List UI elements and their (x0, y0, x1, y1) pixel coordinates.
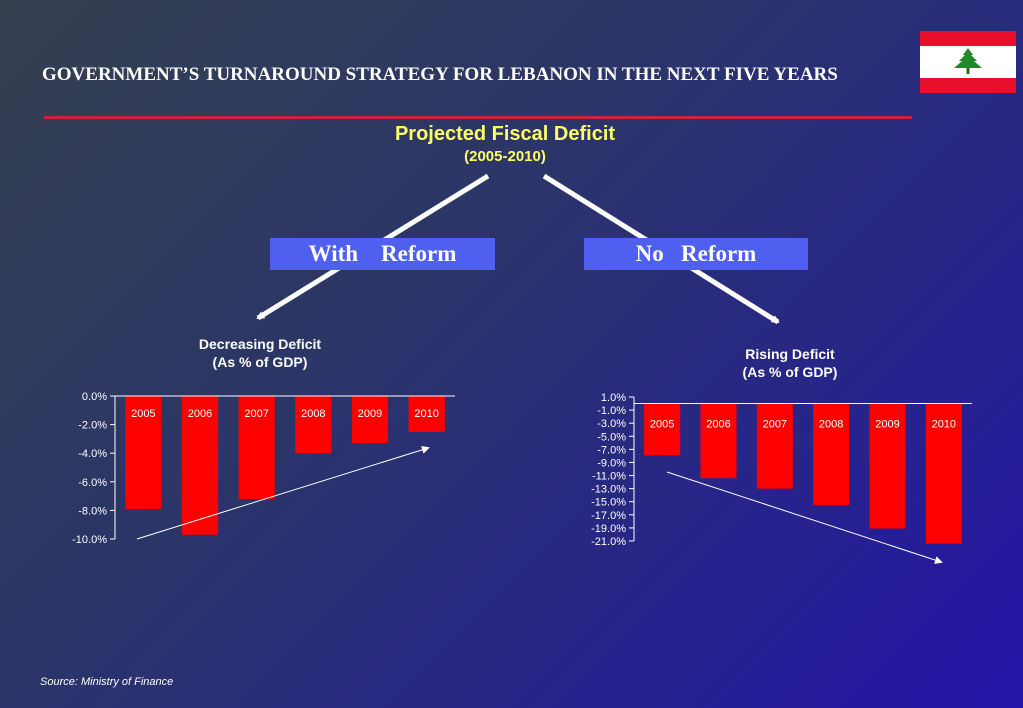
left-chart-title: Decreasing Deficit (198, 336, 322, 352)
title-underline (44, 116, 912, 119)
left-trend-arrow (136, 445, 430, 540)
left-chart-subtitle: (As % of GDP) (212, 354, 308, 370)
right-bar-2005 (644, 403, 681, 456)
left-bar-2010 (408, 396, 445, 432)
projection-subtitle: (2005-2010) (464, 148, 546, 165)
right-y-tick-label: -3.0% (597, 418, 626, 430)
right-category-label: 2010 (932, 419, 956, 431)
right-bar-2007 (756, 403, 793, 489)
slide-title: GOVERNMENT’S TURNAROUND STRATEGY FOR LEB… (42, 64, 838, 85)
left-y-tick-label: -10.0% (72, 534, 107, 546)
left-category-label: 2009 (358, 408, 382, 420)
right-category-label: 2009 (875, 419, 899, 431)
right-y-tick-label: -17.0% (591, 510, 626, 522)
left-category-label: 2005 (131, 408, 155, 420)
right-category-label: 2005 (650, 419, 674, 431)
left-chart-title-block: Decreasing Deficit (As % of GDP) (160, 335, 360, 371)
right-y-tick-label: -7.0% (597, 444, 626, 456)
right-y-tick-label: 1.0% (601, 392, 626, 404)
right-chart-title-block: Rising Deficit (As % of GDP) (690, 345, 890, 381)
right-chart-subtitle: (As % of GDP) (742, 364, 838, 380)
left-bar-2007 (238, 396, 275, 499)
lebanon-flag-icon (920, 31, 1016, 93)
projection-title: Projected Fiscal Deficit (394, 123, 616, 145)
source-note: Source: Ministry of Finance (40, 676, 174, 688)
left-y-tick-label: -4.0% (78, 448, 107, 460)
left-bar-2008 (295, 396, 332, 454)
no-reform-box: No Reform (584, 238, 808, 270)
right-bar-2010 (925, 403, 962, 544)
left-bar-2009 (351, 396, 389, 444)
right-y-tick-label: -11.0% (592, 471, 626, 483)
right-category-label: 2006 (706, 419, 730, 431)
right-bar-2009 (869, 403, 906, 529)
left-bar-2006 (181, 396, 219, 535)
left-y-tick-label: -8.0% (78, 505, 107, 517)
right-y-tick-label: -21.0% (591, 536, 626, 548)
cedar-tree-icon (954, 48, 982, 74)
right-y-tick-label: -1.0% (597, 405, 626, 417)
with-reform-box: With Reform (270, 238, 495, 270)
left-category-label: 2008 (301, 408, 325, 420)
left-bar-2005 (125, 396, 162, 509)
right-chart-title: Rising Deficit (745, 346, 835, 362)
left-category-label: 2007 (244, 408, 268, 420)
left-y-tick-label: -6.0% (78, 477, 107, 489)
right-category-label: 2008 (819, 419, 843, 431)
projection-title-block: Projected Fiscal Deficit (2005-2010) (305, 121, 705, 167)
right-y-tick-label: -13.0% (591, 484, 626, 496)
right-trend-arrow (666, 471, 943, 564)
right-bar-2006 (700, 403, 737, 479)
right-y-tick-label: -19.0% (591, 523, 626, 535)
left-y-tick-label: -2.0% (78, 420, 107, 432)
right-y-tick-label: -15.0% (591, 497, 626, 509)
right-bar-2008 (813, 403, 850, 505)
left-category-label: 2006 (188, 408, 212, 420)
left-y-tick-label: 0.0% (82, 391, 107, 403)
right-category-label: 2007 (763, 419, 787, 431)
left-category-label: 2010 (414, 408, 438, 420)
right-y-tick-label: -9.0% (597, 457, 626, 469)
right-y-tick-label: -5.0% (597, 431, 626, 443)
